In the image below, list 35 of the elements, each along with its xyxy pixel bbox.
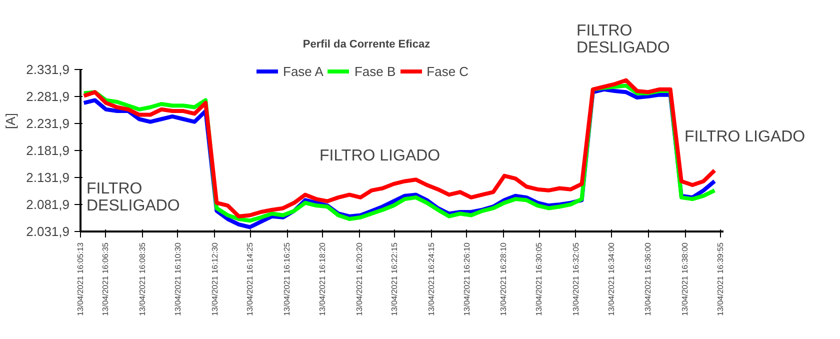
x-tick-label: 13/04/2021 16:08:35 xyxy=(138,242,148,316)
x-tick-label: 13/04/2021 16:18:20 xyxy=(318,242,327,316)
y-tick-label: 2.181,9 xyxy=(26,143,70,158)
y-tick-label: 2.231,9 xyxy=(26,116,70,131)
x-tick-label: 13/04/2021 16:28:10 xyxy=(499,242,508,316)
x-tick-label: 13/04/2021 16:12:30 xyxy=(210,242,220,316)
x-tick-label: 13/04/2021 16:22:15 xyxy=(390,242,400,316)
x-tick-label: 13/04/2021 16:06:35 xyxy=(101,242,110,316)
y-axis-title: [A] xyxy=(3,113,18,129)
x-tick-label: 13/04/2021 16:24:15 xyxy=(427,242,436,316)
x-tick-label: 13/04/2021 16:32:05 xyxy=(571,242,580,316)
annotation: FILTRO DESLIGADO xyxy=(86,180,180,214)
x-tick-label: 13/04/2021 16:38:00 xyxy=(680,242,690,316)
y-tick-label: 2.131,9 xyxy=(26,170,70,185)
x-tick-label: 13/04/2021 16:14:25 xyxy=(246,242,255,316)
x-tick-label: 13/04/2021 16:16:25 xyxy=(282,242,292,316)
x-tick-label: 13/04/2021 16:39:55 xyxy=(716,242,725,316)
legend-label: Fase A xyxy=(283,64,324,78)
annotation: FILTRO LIGADO xyxy=(684,128,806,146)
legend-label: Fase C xyxy=(426,64,469,78)
y-tick-label: 2.281,9 xyxy=(26,89,70,104)
y-tick-label: 2.081,9 xyxy=(26,197,70,212)
y-tick-label: 2.031,9 xyxy=(26,224,70,239)
x-tick-label: 13/04/2021 16:30:05 xyxy=(534,242,544,316)
text: FILTRO DESLIGADO xyxy=(576,22,670,56)
x-tick-label: 13/04/2021 16:34:00 xyxy=(606,242,616,316)
x-tick-label: 13/04/2021 16:36:00 xyxy=(644,242,653,316)
annotation: FILTRO LIGADO xyxy=(320,148,440,164)
x-tick-label: 13/04/2021 16:10:30 xyxy=(173,242,182,316)
y-tick-label: 2.331,9 xyxy=(26,62,70,77)
chart-title: Perfil da Corrente Eficaz xyxy=(302,38,431,50)
legend-label: Fase B xyxy=(354,64,396,78)
x-tick-label: 13/04/2021 16:05:13 xyxy=(76,242,85,316)
x-tick-label: 13/04/2021 16:20:20 xyxy=(354,242,364,316)
x-tick-label: 13/04/2021 16:26:10 xyxy=(462,242,472,316)
